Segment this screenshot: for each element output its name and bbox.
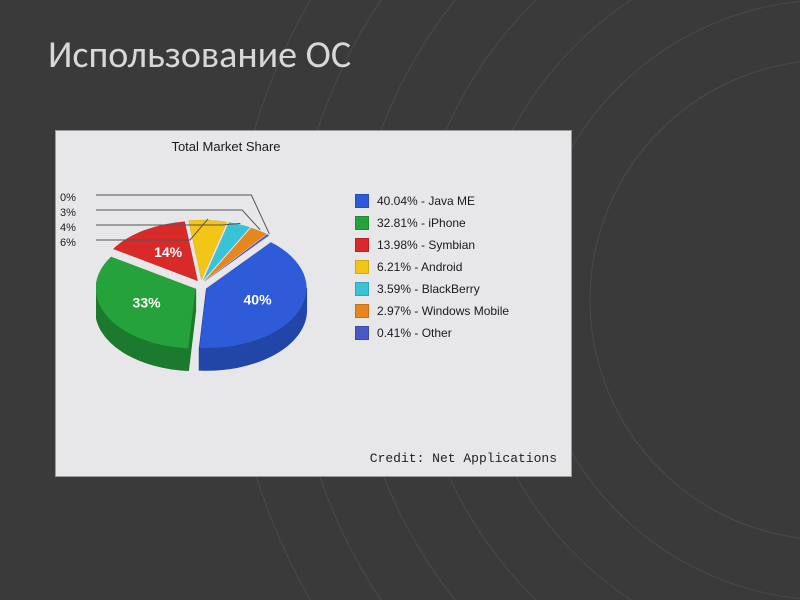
slice-label: 40%	[244, 292, 273, 308]
chart-title: Total Market Share	[116, 139, 336, 154]
legend-item: 40.04% - Java ME	[355, 194, 553, 208]
legend-swatch	[355, 282, 369, 296]
legend-swatch	[355, 260, 369, 274]
legend-item: 0.41% - Other	[355, 326, 553, 340]
legend-label: 6.21% - Android	[377, 260, 462, 274]
slide-title: Использование ОС	[48, 32, 351, 78]
legend-item: 3.59% - BlackBerry	[355, 282, 553, 296]
legend-swatch	[355, 194, 369, 208]
legend-swatch	[355, 216, 369, 230]
legend-swatch	[355, 304, 369, 318]
pie-chart: 40% 33% 14%	[96, 191, 306, 401]
legend-item: 13.98% - Symbian	[355, 238, 553, 252]
slice-label: 33%	[133, 295, 162, 311]
legend-label: 0.41% - Other	[377, 326, 452, 340]
legend-label: 40.04% - Java ME	[377, 194, 475, 208]
legend-label: 3.59% - BlackBerry	[377, 282, 480, 296]
legend-item: 6.21% - Android	[355, 260, 553, 274]
chart-card: Total Market Share 0% 3% 4% 6% 40%33%14%…	[55, 130, 572, 477]
legend-swatch	[355, 326, 369, 340]
legend: 40.04% - Java ME 32.81% - iPhone 13.98% - …	[355, 186, 553, 348]
legend-swatch	[355, 238, 369, 252]
legend-label: 13.98% - Symbian	[377, 238, 475, 252]
slice-label: 14%	[154, 244, 183, 260]
legend-item: 32.81% - iPhone	[355, 216, 553, 230]
legend-label: 32.81% - iPhone	[377, 216, 466, 230]
chart-credit: Credit: Net Applications	[370, 451, 557, 466]
legend-label: 2.97% - Windows Mobile	[377, 304, 509, 318]
legend-item: 2.97% - Windows Mobile	[355, 304, 553, 318]
